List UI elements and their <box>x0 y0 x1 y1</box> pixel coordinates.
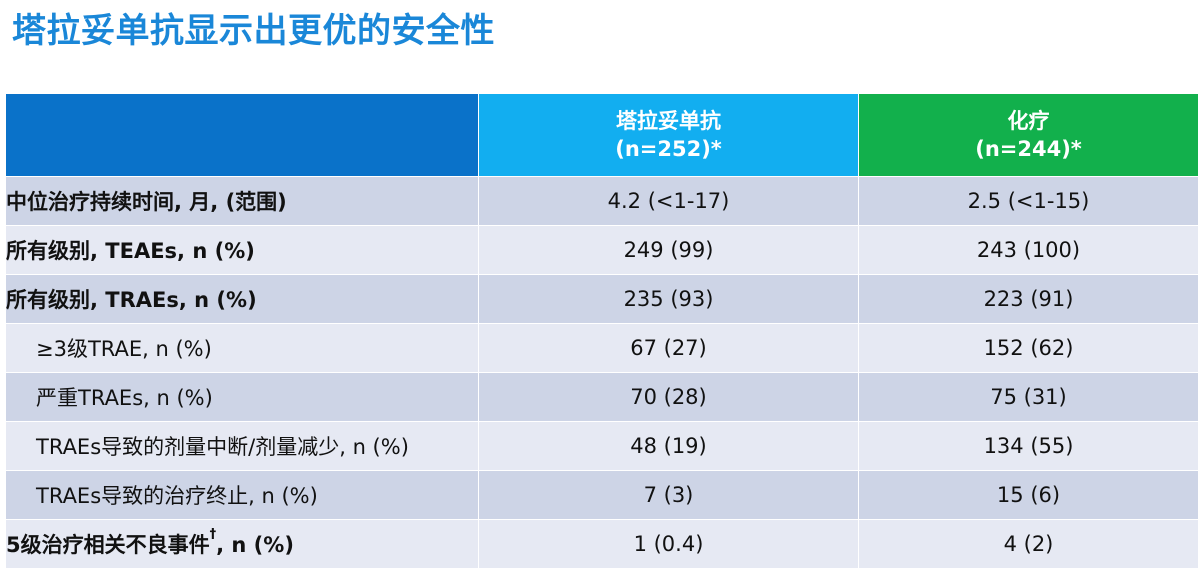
header-chemotherapy-n: (n=244)* <box>975 137 1082 161</box>
row-value-tarlatamab: 249 (99) <box>478 225 859 275</box>
row-value-tarlatamab: 67 (27) <box>478 323 859 373</box>
row-value-tarlatamab: 70 (28) <box>478 372 859 422</box>
header-tarlatamab-n: (n=252)* <box>615 137 722 161</box>
table-row: 所有级别, TEAEs, n (%) 249 (99) 243 (100) <box>5 225 1199 275</box>
table-row: ≥3级TRAE, n (%) 67 (27) 152 (62) <box>5 323 1199 373</box>
table-row: TRAEs导致的治疗终止, n (%) 7 (3) 15 (6) <box>5 470 1199 520</box>
row-value-tarlatamab: 4.2 (<1-17) <box>478 176 859 226</box>
row-value-chemotherapy: 152 (62) <box>858 323 1199 373</box>
header-tarlatamab: 塔拉妥单抗 (n=252)* <box>478 93 859 177</box>
row-label-suffix: , n (%) <box>216 533 294 557</box>
row-label: 所有级别, TEAEs, n (%) <box>5 225 479 275</box>
row-value-chemotherapy: 243 (100) <box>858 225 1199 275</box>
row-label: TRAEs导致的剂量中断/剂量减少, n (%) <box>5 421 479 471</box>
table-header-row: 塔拉妥单抗 (n=252)* 化疗 (n=244)* <box>5 93 1199 177</box>
header-tarlatamab-name: 塔拉妥单抗 <box>616 109 721 133</box>
table-row: TRAEs导致的剂量中断/剂量减少, n (%) 48 (19) 134 (55… <box>5 421 1199 471</box>
row-label: 5级治疗相关不良事件†, n (%) <box>5 519 479 569</box>
row-value-tarlatamab: 7 (3) <box>478 470 859 520</box>
row-value-chemotherapy: 223 (91) <box>858 274 1199 324</box>
row-label: TRAEs导致的治疗终止, n (%) <box>5 470 479 520</box>
row-label-text: 5级治疗相关不良事件 <box>6 533 210 557</box>
row-value-chemotherapy: 15 (6) <box>858 470 1199 520</box>
row-label: 所有级别, TRAEs, n (%) <box>5 274 479 324</box>
table-row: 严重TRAEs, n (%) 70 (28) 75 (31) <box>5 372 1199 422</box>
row-label: 中位治疗持续时间, 月, (范围) <box>5 176 479 226</box>
dagger-footnote-mark: † <box>209 527 217 542</box>
row-value-tarlatamab: 1 (0.4) <box>478 519 859 569</box>
safety-table: 塔拉妥单抗 (n=252)* 化疗 (n=244)* 中位治疗持续时间, 月, … <box>5 93 1199 569</box>
table-row: 所有级别, TRAEs, n (%) 235 (93) 223 (91) <box>5 274 1199 324</box>
row-label: ≥3级TRAE, n (%) <box>5 323 479 373</box>
row-value-chemotherapy: 2.5 (<1-15) <box>858 176 1199 226</box>
header-chemotherapy-name: 化疗 <box>1007 109 1050 133</box>
row-value-tarlatamab: 48 (19) <box>478 421 859 471</box>
row-value-chemotherapy: 134 (55) <box>858 421 1199 471</box>
header-label-cell <box>5 93 479 177</box>
page-title: 塔拉妥单抗显示出更优的安全性 <box>12 11 495 51</box>
row-value-chemotherapy: 4 (2) <box>858 519 1199 569</box>
row-value-tarlatamab: 235 (93) <box>478 274 859 324</box>
row-label: 严重TRAEs, n (%) <box>5 372 479 422</box>
row-value-chemotherapy: 75 (31) <box>858 372 1199 422</box>
table-row: 中位治疗持续时间, 月, (范围) 4.2 (<1-17) 2.5 (<1-15… <box>5 176 1199 226</box>
table-row: 5级治疗相关不良事件†, n (%) 1 (0.4) 4 (2) <box>5 519 1199 569</box>
header-chemotherapy: 化疗 (n=244)* <box>858 93 1199 177</box>
